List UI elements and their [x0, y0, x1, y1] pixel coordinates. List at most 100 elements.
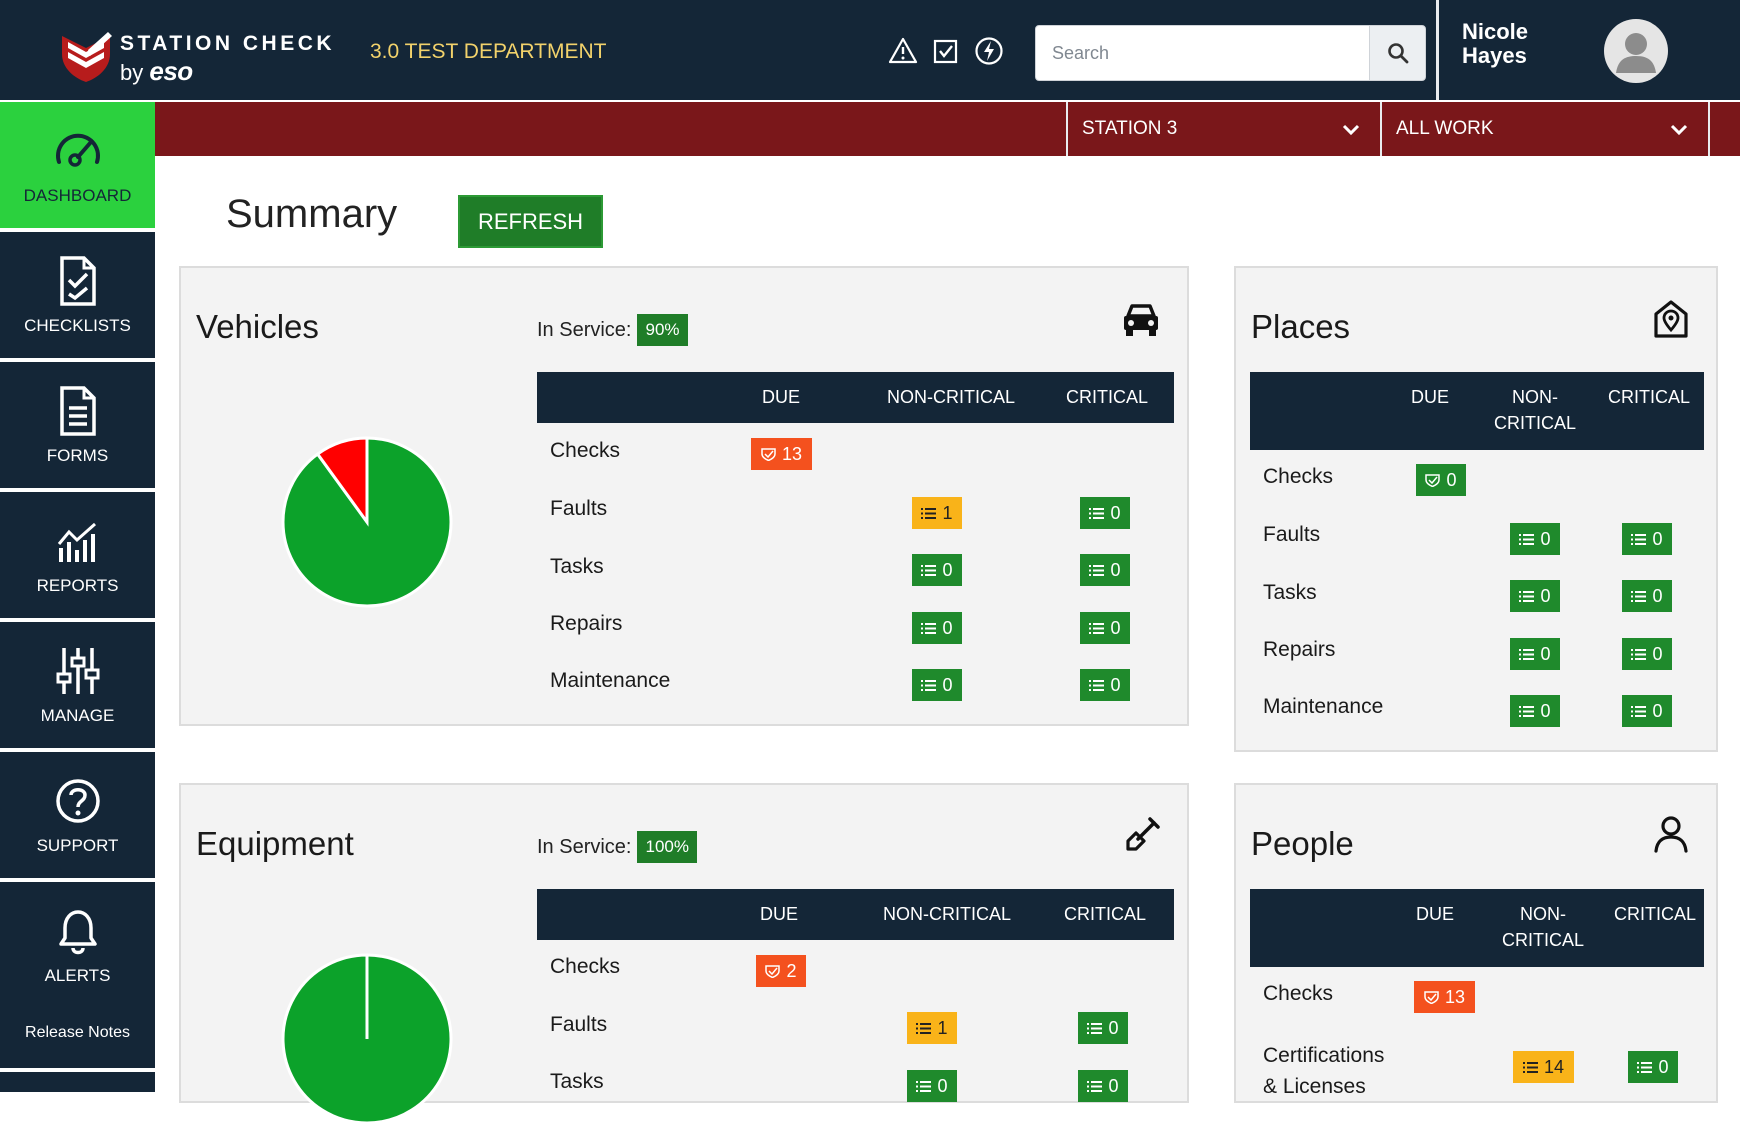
in-service-label: In Service: — [537, 835, 632, 858]
faults-noncritical-badge[interactable]: 0 — [1510, 523, 1560, 555]
faults-critical-badge[interactable]: 0 — [1080, 497, 1130, 529]
tasks-noncritical-badge[interactable]: 0 — [912, 554, 962, 586]
badge-value: 0 — [1540, 528, 1551, 549]
repairs-noncritical-badge[interactable]: 0 — [1510, 638, 1560, 670]
search-button[interactable] — [1369, 25, 1426, 81]
faults-noncritical-badge[interactable]: 1 — [912, 497, 962, 529]
in-service-label: In Service: — [537, 318, 632, 341]
shovel-icon[interactable] — [1120, 815, 1162, 857]
work-dropdown[interactable]: ALL WORK — [1380, 102, 1710, 156]
sidebar-item-more[interactable] — [0, 1072, 155, 1092]
tasks-critical-badge[interactable]: 0 — [1078, 1070, 1128, 1102]
column-header-critical: CRITICAL — [1065, 387, 1148, 407]
list-icon — [1519, 648, 1535, 660]
badge-value: 0 — [1652, 585, 1663, 606]
badge-value: 13 — [1444, 986, 1466, 1007]
maintenance-critical-badge[interactable]: 0 — [1080, 669, 1130, 701]
sidebar-item-forms[interactable]: FORMS — [0, 362, 155, 488]
badge-value: 0 — [1652, 643, 1663, 664]
people-table-header: DUE NON- CRITICAL CRITICAL — [1250, 889, 1704, 967]
row-label-checks: Checks — [550, 439, 621, 462]
maintenance-noncritical-badge[interactable]: 0 — [912, 669, 962, 701]
checks-due-badge[interactable]: 13 — [1414, 981, 1475, 1013]
places-table-header: DUE NON- CRITICAL CRITICAL — [1250, 372, 1704, 450]
row-label-tasks: Tasks — [1263, 581, 1317, 604]
maintenance-critical-badge[interactable]: 0 — [1622, 695, 1672, 727]
column-header-noncritical-2: CRITICAL — [1501, 930, 1584, 950]
sidebar-item-label: DASHBOARD — [23, 186, 132, 205]
badge-value: 2 — [786, 960, 797, 981]
tasks-critical-badge[interactable]: 0 — [1622, 580, 1672, 612]
badge-value: 0 — [1110, 617, 1121, 638]
badge-value: 0 — [1110, 559, 1121, 580]
tasks-noncritical-badge[interactable]: 0 — [1510, 580, 1560, 612]
list-icon — [1519, 705, 1535, 717]
chart-icon — [57, 522, 96, 562]
sidebar-item-release-notes[interactable]: Release Notes — [0, 998, 155, 1068]
refresh-button[interactable]: REFRESH — [458, 195, 603, 248]
user-avatar-icon — [1616, 33, 1656, 73]
column-header-noncritical-1: NON- — [1512, 387, 1558, 407]
checklist-icon — [59, 256, 96, 306]
badge-value: 14 — [1543, 1056, 1565, 1077]
faults-critical-badge[interactable]: 0 — [1078, 1012, 1128, 1044]
list-icon — [921, 679, 937, 691]
row-label-line2: & Licenses — [1263, 1075, 1366, 1098]
avatar[interactable] — [1604, 19, 1668, 83]
warning-icon[interactable] — [888, 36, 918, 66]
row-label-tasks: Tasks — [550, 555, 604, 578]
column-header-noncritical: NON-CRITICAL — [882, 904, 1011, 924]
pie-slice-in-service — [281, 953, 453, 1125]
department-name[interactable]: 3.0 TEST DEPARTMENT — [370, 40, 607, 63]
check-shield-icon — [1425, 473, 1441, 487]
station-check-logo-icon[interactable] — [58, 28, 114, 84]
badge-value: 0 — [1658, 1056, 1669, 1077]
faults-critical-badge[interactable]: 0 — [1622, 523, 1672, 555]
sidebar-item-checklists[interactable]: CHECKLISTS — [0, 232, 155, 358]
list-icon — [1631, 533, 1647, 545]
search-input[interactable] — [1035, 25, 1370, 81]
row-label-checks: Checks — [1263, 465, 1334, 488]
row-label-maintenance: Maintenance — [550, 669, 671, 692]
sidebar-item-label: MANAGE — [40, 706, 115, 725]
checks-due-badge[interactable]: 2 — [756, 955, 806, 987]
certifications-critical-badge[interactable]: 0 — [1628, 1051, 1678, 1083]
brand-byline: by eso — [120, 56, 193, 87]
lightning-icon[interactable] — [974, 36, 1004, 66]
sidebar-item-support[interactable]: SUPPORT — [0, 752, 155, 878]
check-shield-icon — [1424, 990, 1439, 1004]
sliders-icon — [56, 648, 99, 694]
filter-bar — [155, 102, 1740, 156]
tasks-critical-badge[interactable]: 0 — [1080, 554, 1130, 586]
tasks-noncritical-badge[interactable]: 0 — [907, 1070, 957, 1102]
sidebar-item-alerts[interactable]: ALERTS — [0, 882, 155, 1008]
row-label-tasks: Tasks — [550, 1070, 604, 1093]
user-name[interactable]: Nicole Hayes — [1462, 19, 1529, 68]
vehicles-card: Vehicles In Service: 90% DUE NON-CRITICA… — [179, 266, 1189, 726]
checkbox-icon[interactable] — [931, 36, 961, 66]
car-icon[interactable] — [1120, 298, 1162, 340]
checks-due-badge[interactable]: 0 — [1416, 464, 1466, 496]
sidebar-item-manage[interactable]: MANAGE — [0, 622, 155, 748]
station-dropdown[interactable]: STATION 3 — [1066, 102, 1380, 156]
check-shield-icon — [765, 964, 781, 978]
bell-icon — [58, 910, 97, 955]
certifications-noncritical-badge[interactable]: 14 — [1513, 1051, 1574, 1083]
header-divider — [1436, 0, 1439, 100]
maintenance-noncritical-badge[interactable]: 0 — [1510, 695, 1560, 727]
map-pin-icon[interactable] — [1650, 298, 1692, 340]
badge-value: 0 — [1540, 700, 1551, 721]
checks-due-badge[interactable]: 13 — [751, 438, 812, 470]
repairs-critical-badge[interactable]: 0 — [1622, 638, 1672, 670]
repairs-critical-badge[interactable]: 0 — [1080, 612, 1130, 644]
person-icon[interactable] — [1650, 813, 1692, 855]
faults-noncritical-badge[interactable]: 1 — [907, 1012, 957, 1044]
form-icon — [59, 386, 96, 436]
sidebar-item-label: SUPPORT — [36, 836, 119, 855]
column-header-due: DUE — [1415, 904, 1454, 924]
list-icon — [1089, 564, 1105, 576]
sidebar-item-reports[interactable]: REPORTS — [0, 492, 155, 618]
repairs-noncritical-badge[interactable]: 0 — [912, 612, 962, 644]
sidebar-item-dashboard[interactable]: DASHBOARD — [0, 102, 155, 228]
badge-value: 0 — [1446, 469, 1457, 490]
